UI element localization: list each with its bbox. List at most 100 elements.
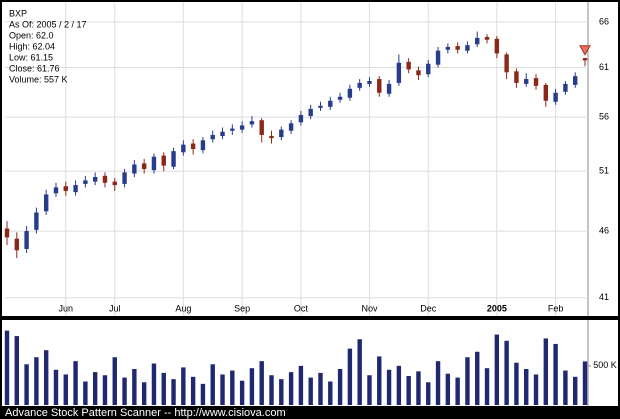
- x-tick-label: Sep: [234, 303, 250, 313]
- candle-body: [524, 79, 529, 84]
- candle-body: [563, 83, 568, 92]
- candle-body: [259, 120, 264, 135]
- y-tick-label: 61: [599, 62, 609, 72]
- candle-body: [171, 151, 176, 167]
- candle-body: [14, 238, 20, 251]
- volume-bar: [24, 364, 29, 405]
- candle-body: [455, 46, 460, 50]
- candle-body: [308, 108, 313, 117]
- candle-body: [230, 128, 235, 131]
- y-tick-label: 51: [599, 166, 609, 176]
- volume-bar: [484, 368, 490, 405]
- candle-body: [514, 71, 519, 83]
- volume-bar: [416, 371, 421, 405]
- volume-bar: [181, 367, 186, 405]
- volume-bar: [543, 338, 549, 405]
- x-tick-label: 2005: [487, 303, 507, 313]
- x-tick-label: Nov: [361, 303, 378, 313]
- candle-body: [151, 156, 157, 171]
- volume-bar: [347, 348, 353, 405]
- y-tick-label: 41: [599, 292, 609, 302]
- volume-bar: [53, 369, 59, 405]
- volume-bar: [220, 374, 225, 405]
- volume-bar: [34, 357, 39, 405]
- info-line: Close: 61.76: [9, 63, 60, 73]
- candle-body: [220, 131, 225, 137]
- volume-bar: [494, 334, 500, 405]
- volume-bar: [4, 330, 10, 405]
- volume-bar: [455, 377, 460, 405]
- info-line: High: 62.04: [9, 41, 55, 51]
- candle-body: [279, 129, 284, 138]
- volume-bar: [122, 377, 127, 405]
- info-line: Open: 62.0: [9, 30, 54, 40]
- volume-bar: [171, 379, 176, 405]
- volume-bar: [249, 368, 255, 405]
- candle-body: [269, 136, 274, 139]
- candle-body: [484, 37, 490, 40]
- volume-bar: [288, 372, 294, 405]
- volume-bar: [357, 339, 362, 405]
- candle-body: [63, 186, 68, 191]
- candle-body: [406, 61, 411, 70]
- candle-body: [347, 88, 353, 98]
- candle-body: [141, 163, 147, 170]
- volume-bar: [553, 343, 558, 405]
- volume-bar: [63, 374, 68, 405]
- candle-body: [102, 175, 108, 183]
- volume-bar: [572, 376, 578, 405]
- candle-body: [572, 76, 578, 85]
- volume-bar: [259, 361, 264, 405]
- candle-body: [543, 84, 549, 101]
- candle-body: [396, 62, 402, 83]
- candle-body: [328, 100, 333, 107]
- candle-body: [445, 46, 451, 50]
- volume-bar: [230, 370, 235, 405]
- candle-body: [435, 50, 441, 65]
- volume-bar: [582, 361, 588, 405]
- volume-bar: [504, 340, 509, 405]
- volume-bar: [514, 362, 519, 405]
- volume-bar: [132, 368, 137, 405]
- volume-bar: [465, 357, 470, 405]
- volume-bar: [83, 381, 88, 405]
- candle-body: [533, 78, 539, 86]
- volume-bar: [524, 368, 529, 405]
- candle-body: [318, 105, 323, 108]
- candle-body: [24, 231, 29, 249]
- candle-body: [475, 37, 480, 45]
- candle-body: [112, 181, 117, 186]
- volume-bar: [112, 357, 117, 405]
- x-tick-label: Oct: [294, 303, 309, 313]
- candle-body: [181, 144, 186, 153]
- x-tick-label: Feb: [548, 303, 564, 313]
- volume-bar: [151, 363, 157, 405]
- y-tick-label: 56: [599, 111, 609, 121]
- candle-body: [73, 185, 78, 193]
- candle-body: [190, 143, 196, 149]
- volume-bar: [377, 356, 382, 405]
- info-line: As Of: 2005 / 2 / 17: [9, 19, 87, 29]
- candle-body: [34, 212, 39, 230]
- price-panel: [2, 2, 618, 316]
- y-tick-label: 66: [599, 16, 609, 26]
- volume-bar: [533, 374, 539, 405]
- candle-body: [200, 140, 206, 151]
- volume-bar: [396, 365, 402, 405]
- volume-bar: [141, 382, 147, 405]
- footer: Advance Stock Pattern Scanner -- http://…: [5, 407, 286, 419]
- volume-bar: [406, 376, 411, 405]
- x-tick-label: Jun: [59, 303, 74, 313]
- x-tick-label: Aug: [175, 303, 191, 313]
- volume-bar: [43, 350, 49, 405]
- volume-bar: [161, 372, 166, 405]
- candle-body: [239, 125, 245, 130]
- candle-body: [416, 70, 421, 76]
- candle-body: [337, 96, 343, 100]
- volume-bar: [475, 351, 480, 405]
- volume-bar: [563, 370, 568, 405]
- candle-body: [367, 80, 372, 84]
- candle-body: [553, 92, 558, 102]
- volume-bar: [190, 376, 196, 405]
